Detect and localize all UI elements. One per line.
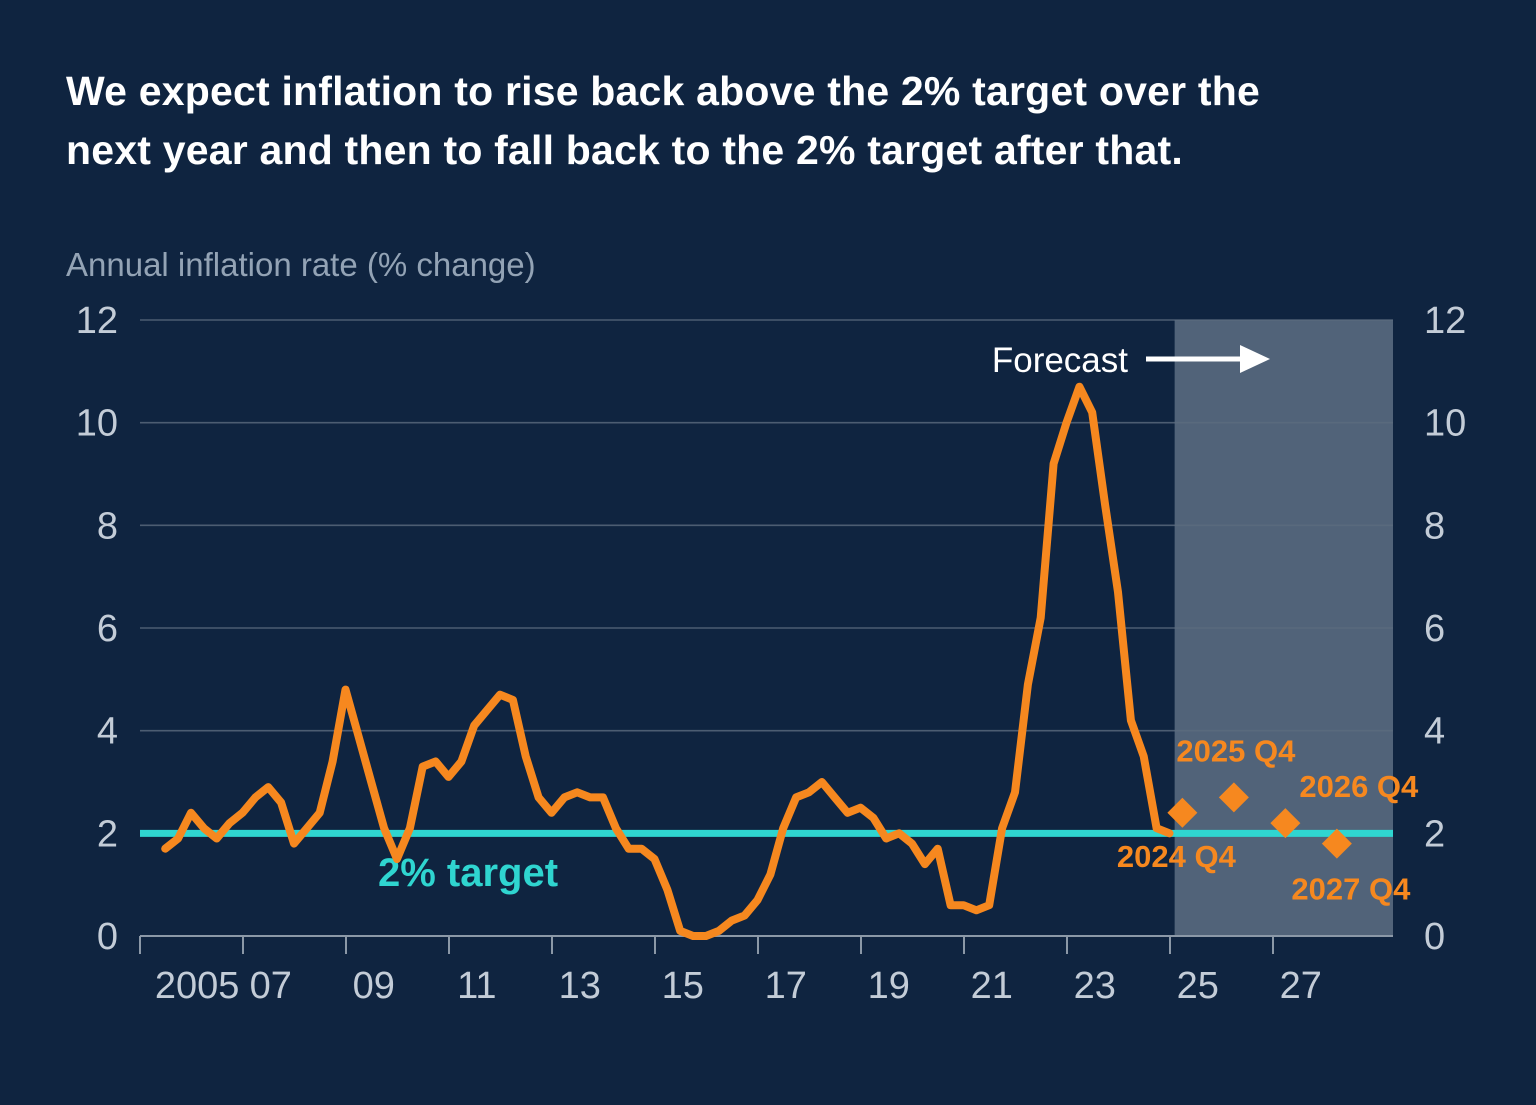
y-axis-label-left: 0	[97, 916, 118, 958]
y-axis-label-right: 6	[1424, 608, 1445, 650]
forecast-diamond	[1270, 808, 1301, 839]
y-axis-label-left: 4	[97, 711, 118, 753]
forecast-point-label: 2027 Q4	[1291, 872, 1411, 907]
axes-group	[139, 935, 1393, 954]
y-axis-label-right: 4	[1424, 711, 1445, 753]
x-axis-label: 15	[662, 965, 704, 1007]
y-axis-label-left: 6	[97, 608, 118, 650]
target-line-group: 2% target	[140, 829, 1393, 895]
forecast-diamond	[1218, 782, 1249, 813]
x-axis-label: 09	[353, 965, 395, 1007]
y-axis-label-left: 8	[97, 505, 118, 547]
y-axis-label-right: 8	[1424, 505, 1445, 547]
x-axis-label: 11	[457, 965, 496, 1007]
x-axis-label: 19	[868, 965, 910, 1007]
y-axis-label-right: 10	[1424, 403, 1466, 445]
x-axis-label: 2005	[155, 965, 240, 1007]
x-axis-label: 25	[1177, 965, 1219, 1007]
forecast-point-label: 2026 Q4	[1299, 769, 1419, 804]
x-axis-label: 27	[1280, 965, 1322, 1007]
x-axis-label: 17	[765, 965, 807, 1007]
forecast-diamond	[1321, 828, 1352, 859]
x-axis-label: 21	[971, 965, 1013, 1007]
target-line-label: 2% target	[378, 851, 558, 895]
chart-title-line2: next year and then to fall back to the 2…	[66, 127, 1183, 174]
forecast-diamond	[1167, 797, 1198, 828]
x-axis-label: 23	[1074, 965, 1116, 1007]
y-axis-label-right: 12	[1424, 300, 1466, 342]
chart-title: We expect inflation to rise back above t…	[66, 62, 1486, 181]
forecast-point-label: 2024 Q4	[1117, 839, 1237, 874]
x-axis-label: 07	[250, 965, 292, 1007]
inflation-line	[161, 382, 1174, 940]
forecast-annotation-label: Forecast	[992, 341, 1128, 380]
annotations-group: Forecast	[992, 341, 1270, 380]
axis-labels-group: 0 0 2 2 4 4 6 6 8 8 10 10 12 12 2005 07 09 11 13 15 17 19 21 23…	[76, 300, 1467, 1007]
y-axis-label-left: 12	[76, 300, 118, 342]
forecast-arrow-head-icon	[1240, 345, 1270, 373]
chart-subtitle: Annual inflation rate (% change)	[66, 246, 536, 283]
y-axis-label-left: 2	[97, 813, 118, 855]
chart-title-line1: We expect inflation to rise back above t…	[66, 68, 1260, 114]
y-axis-label-right: 0	[1424, 916, 1445, 958]
y-axis-label-right: 2	[1424, 813, 1445, 855]
x-axis-label: 13	[559, 965, 601, 1007]
inflation-line-group	[161, 382, 1174, 940]
forecast-point-label: 2025 Q4	[1176, 733, 1296, 768]
y-axis-label-left: 10	[76, 403, 118, 445]
